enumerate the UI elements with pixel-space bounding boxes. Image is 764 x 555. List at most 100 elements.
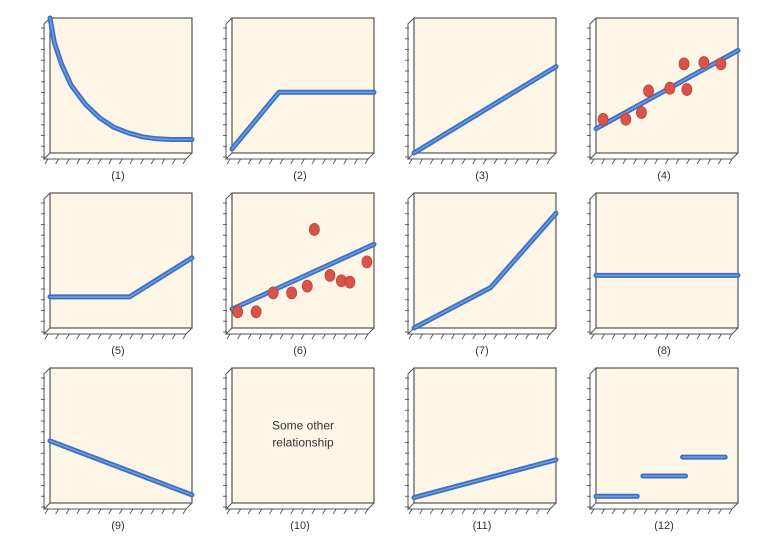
panel-caption: (6) xyxy=(293,345,306,357)
y-axis-side xyxy=(589,367,597,511)
x-tick xyxy=(279,508,284,515)
x-tick xyxy=(451,158,455,165)
data-point xyxy=(620,112,632,126)
x-tick xyxy=(226,158,231,165)
x-tick xyxy=(525,158,530,165)
x-tick xyxy=(622,508,627,515)
x-tick xyxy=(686,158,690,165)
x-tick xyxy=(65,333,70,340)
x-tick xyxy=(87,158,91,165)
x-tick xyxy=(472,333,477,340)
x-tick xyxy=(419,333,424,340)
x-tick xyxy=(353,333,358,340)
panel-plot-area xyxy=(413,367,557,504)
y-axis-side xyxy=(43,367,51,511)
panel-caption: (12) xyxy=(654,520,674,532)
x-tick xyxy=(482,508,487,515)
x-tick xyxy=(290,333,295,340)
x-tick xyxy=(97,158,102,165)
y-axis-side xyxy=(225,17,233,161)
x-tick xyxy=(408,158,413,165)
data-point xyxy=(232,305,244,319)
y-axis-side xyxy=(225,192,233,336)
x-tick xyxy=(728,158,733,165)
y-axis-side xyxy=(407,367,415,511)
x-tick xyxy=(140,158,144,165)
x-tick xyxy=(55,333,60,340)
x-tick xyxy=(171,158,176,165)
x-tick xyxy=(643,508,648,515)
x-tick xyxy=(514,158,519,165)
x-tick xyxy=(686,333,690,340)
panel-caption: (7) xyxy=(475,345,488,357)
x-tick xyxy=(440,333,445,340)
panel-caption: (10) xyxy=(290,520,310,532)
x-tick xyxy=(258,333,263,340)
x-tick xyxy=(322,333,326,340)
x-axis-base xyxy=(408,327,557,335)
series-line-highlight xyxy=(49,17,193,141)
x-tick xyxy=(504,158,508,165)
panel-plot-area xyxy=(49,192,193,329)
panel-caption: (9) xyxy=(111,520,124,532)
y-axis-side xyxy=(589,17,597,161)
panel-7: (7) xyxy=(405,192,559,357)
x-tick xyxy=(622,333,627,340)
data-point xyxy=(681,83,693,96)
x-tick xyxy=(686,508,690,515)
x-axis-base xyxy=(226,152,375,160)
panel-plot-area xyxy=(595,367,739,504)
x-tick xyxy=(429,508,434,515)
x-tick xyxy=(118,333,123,340)
x-tick xyxy=(311,508,316,515)
x-tick xyxy=(728,508,733,515)
x-tick xyxy=(118,158,123,165)
x-tick xyxy=(76,158,81,165)
panel-1: (1) xyxy=(41,15,195,182)
x-tick xyxy=(408,333,413,340)
x-tick xyxy=(664,158,669,165)
x-tick xyxy=(87,333,91,340)
x-tick xyxy=(717,333,722,340)
panel-plot-area xyxy=(595,192,739,329)
y-axis-side xyxy=(407,192,415,336)
x-tick xyxy=(150,333,155,340)
x-tick xyxy=(129,333,134,340)
x-tick xyxy=(55,158,60,165)
x-tick xyxy=(108,158,113,165)
x-tick xyxy=(419,508,424,515)
x-tick xyxy=(514,508,519,515)
x-tick xyxy=(546,158,551,165)
x-axis-base xyxy=(44,327,193,335)
y-axis-side xyxy=(589,192,597,336)
x-tick xyxy=(622,158,627,165)
x-tick xyxy=(696,158,701,165)
x-tick xyxy=(44,508,49,515)
x-tick xyxy=(633,158,637,165)
x-tick xyxy=(461,508,466,515)
x-tick xyxy=(364,333,369,340)
x-tick xyxy=(182,508,187,515)
x-tick xyxy=(590,333,595,340)
x-tick xyxy=(161,508,166,515)
x-tick xyxy=(611,158,616,165)
x-tick xyxy=(633,508,637,515)
panel-caption: (5) xyxy=(111,345,124,357)
x-tick xyxy=(440,508,445,515)
x-axis-base xyxy=(408,502,557,510)
data-point xyxy=(301,279,313,293)
y-axis-side xyxy=(225,367,233,511)
x-tick xyxy=(343,333,348,340)
x-axis-base xyxy=(44,502,193,510)
data-point xyxy=(597,112,609,126)
panel-plot-area xyxy=(49,367,193,504)
x-tick xyxy=(150,508,155,515)
x-tick xyxy=(258,508,263,515)
panel-caption: (11) xyxy=(473,520,492,532)
x-tick xyxy=(364,508,369,515)
panel-plot-area xyxy=(231,367,375,504)
panel-4: (4) xyxy=(587,17,741,182)
panel-caption: (4) xyxy=(657,170,670,182)
trend-line-highlight xyxy=(231,243,375,310)
